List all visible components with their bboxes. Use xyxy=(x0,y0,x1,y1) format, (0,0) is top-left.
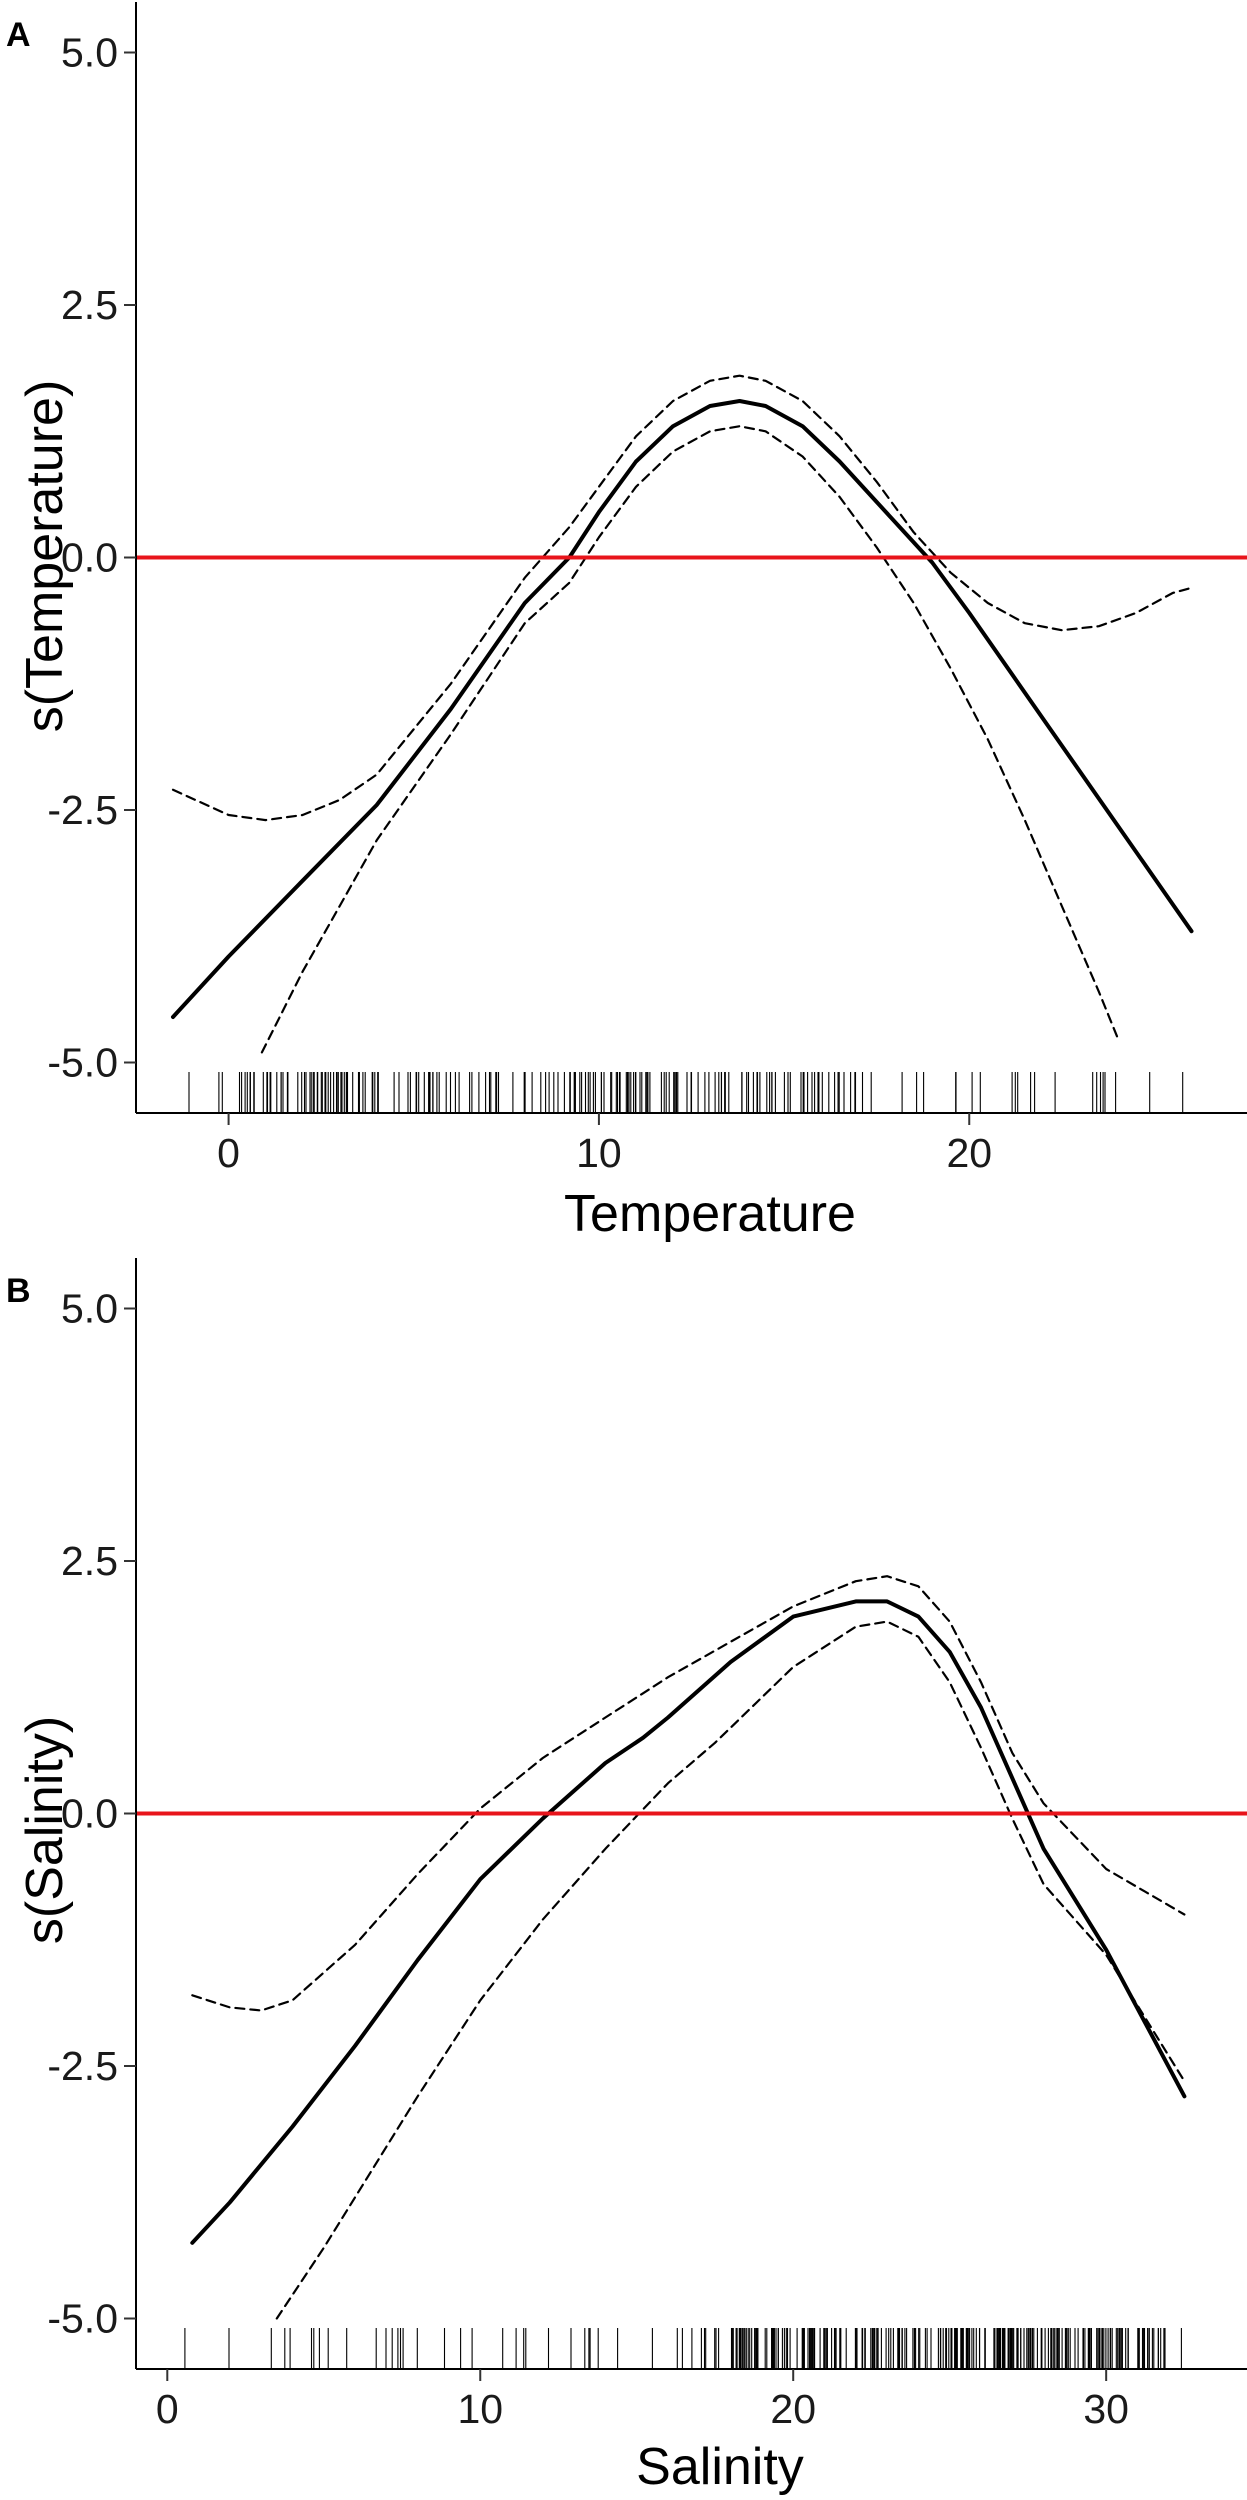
panel-a-x-axis-title: Temperature xyxy=(564,1185,856,1243)
panel-a-x-tick-label: 0 xyxy=(217,1130,240,1176)
panel-b-salinity: B -5.0 -2.5 0.0 2.5 5.0 0 10 20 30 Salinity s(S… xyxy=(6,1258,1247,2496)
panel-b-y-tick-label: 2.5 xyxy=(61,1538,118,1584)
panel-b-lower-ci-line xyxy=(275,1620,1186,2320)
panel-b-y-tick-label: -2.5 xyxy=(47,2043,118,2089)
panel-b-upper-ci-line xyxy=(191,1575,1186,2012)
panel-a-y-tick-label: 2.5 xyxy=(61,282,118,328)
panel-a-y-tick-label: 0.0 xyxy=(61,535,118,581)
panel-b-y-tick-label: 5.0 xyxy=(61,1286,118,1332)
panel-a-x-tick-label: 20 xyxy=(946,1130,992,1176)
panel-b-x-ticks: 0 10 20 30 xyxy=(156,2369,1129,2432)
panel-a-y-axis-title: s(Temperature) xyxy=(16,380,74,733)
panel-b-x-tick-label: 0 xyxy=(156,2386,179,2432)
panel-b-y-tick-label: -5.0 xyxy=(47,2296,118,2342)
panel-a-rug xyxy=(188,1072,1184,1113)
panel-a-y-tick-label: -5.0 xyxy=(47,1040,118,1086)
panel-b-x-tick-label: 10 xyxy=(457,2386,503,2432)
panel-b-y-ticks: -5.0 -2.5 0.0 2.5 5.0 xyxy=(47,1286,136,2342)
panel-b-fit-line xyxy=(190,1599,1187,2245)
panel-a-fit-line xyxy=(171,399,1194,1019)
panel-b-x-axis-title: Salinity xyxy=(636,2438,804,2496)
panel-a-letter: A xyxy=(6,16,31,54)
panel-b-rug xyxy=(184,2328,1182,2369)
panel-a-x-tick-label: 10 xyxy=(576,1130,622,1176)
panel-a-x-ticks: 0 10 20 xyxy=(217,1113,992,1176)
panel-b-x-tick-label: 20 xyxy=(770,2386,816,2432)
panel-a-upper-ci-line xyxy=(171,374,1193,822)
panel-a-y-tick-label: 5.0 xyxy=(61,30,118,76)
panel-a-lower-ci-line xyxy=(260,425,1119,1054)
panel-a-series xyxy=(171,374,1194,1054)
panel-a-y-tick-label: -2.5 xyxy=(47,787,118,833)
panel-b-x-tick-label: 30 xyxy=(1083,2386,1129,2432)
panel-b-y-axis-title: s(Salinity) xyxy=(16,1716,74,1944)
panel-b-y-tick-label: 0.0 xyxy=(61,1791,118,1837)
panel-b-series xyxy=(190,1575,1187,2320)
panel-a-temperature: A -5.0 -2.5 0.0 2.5 5.0 0 10 20 Temperature s(… xyxy=(6,2,1247,1243)
panel-b-letter: B xyxy=(6,1272,31,1310)
panel-a-y-ticks: -5.0 -2.5 0.0 2.5 5.0 xyxy=(47,30,136,1086)
